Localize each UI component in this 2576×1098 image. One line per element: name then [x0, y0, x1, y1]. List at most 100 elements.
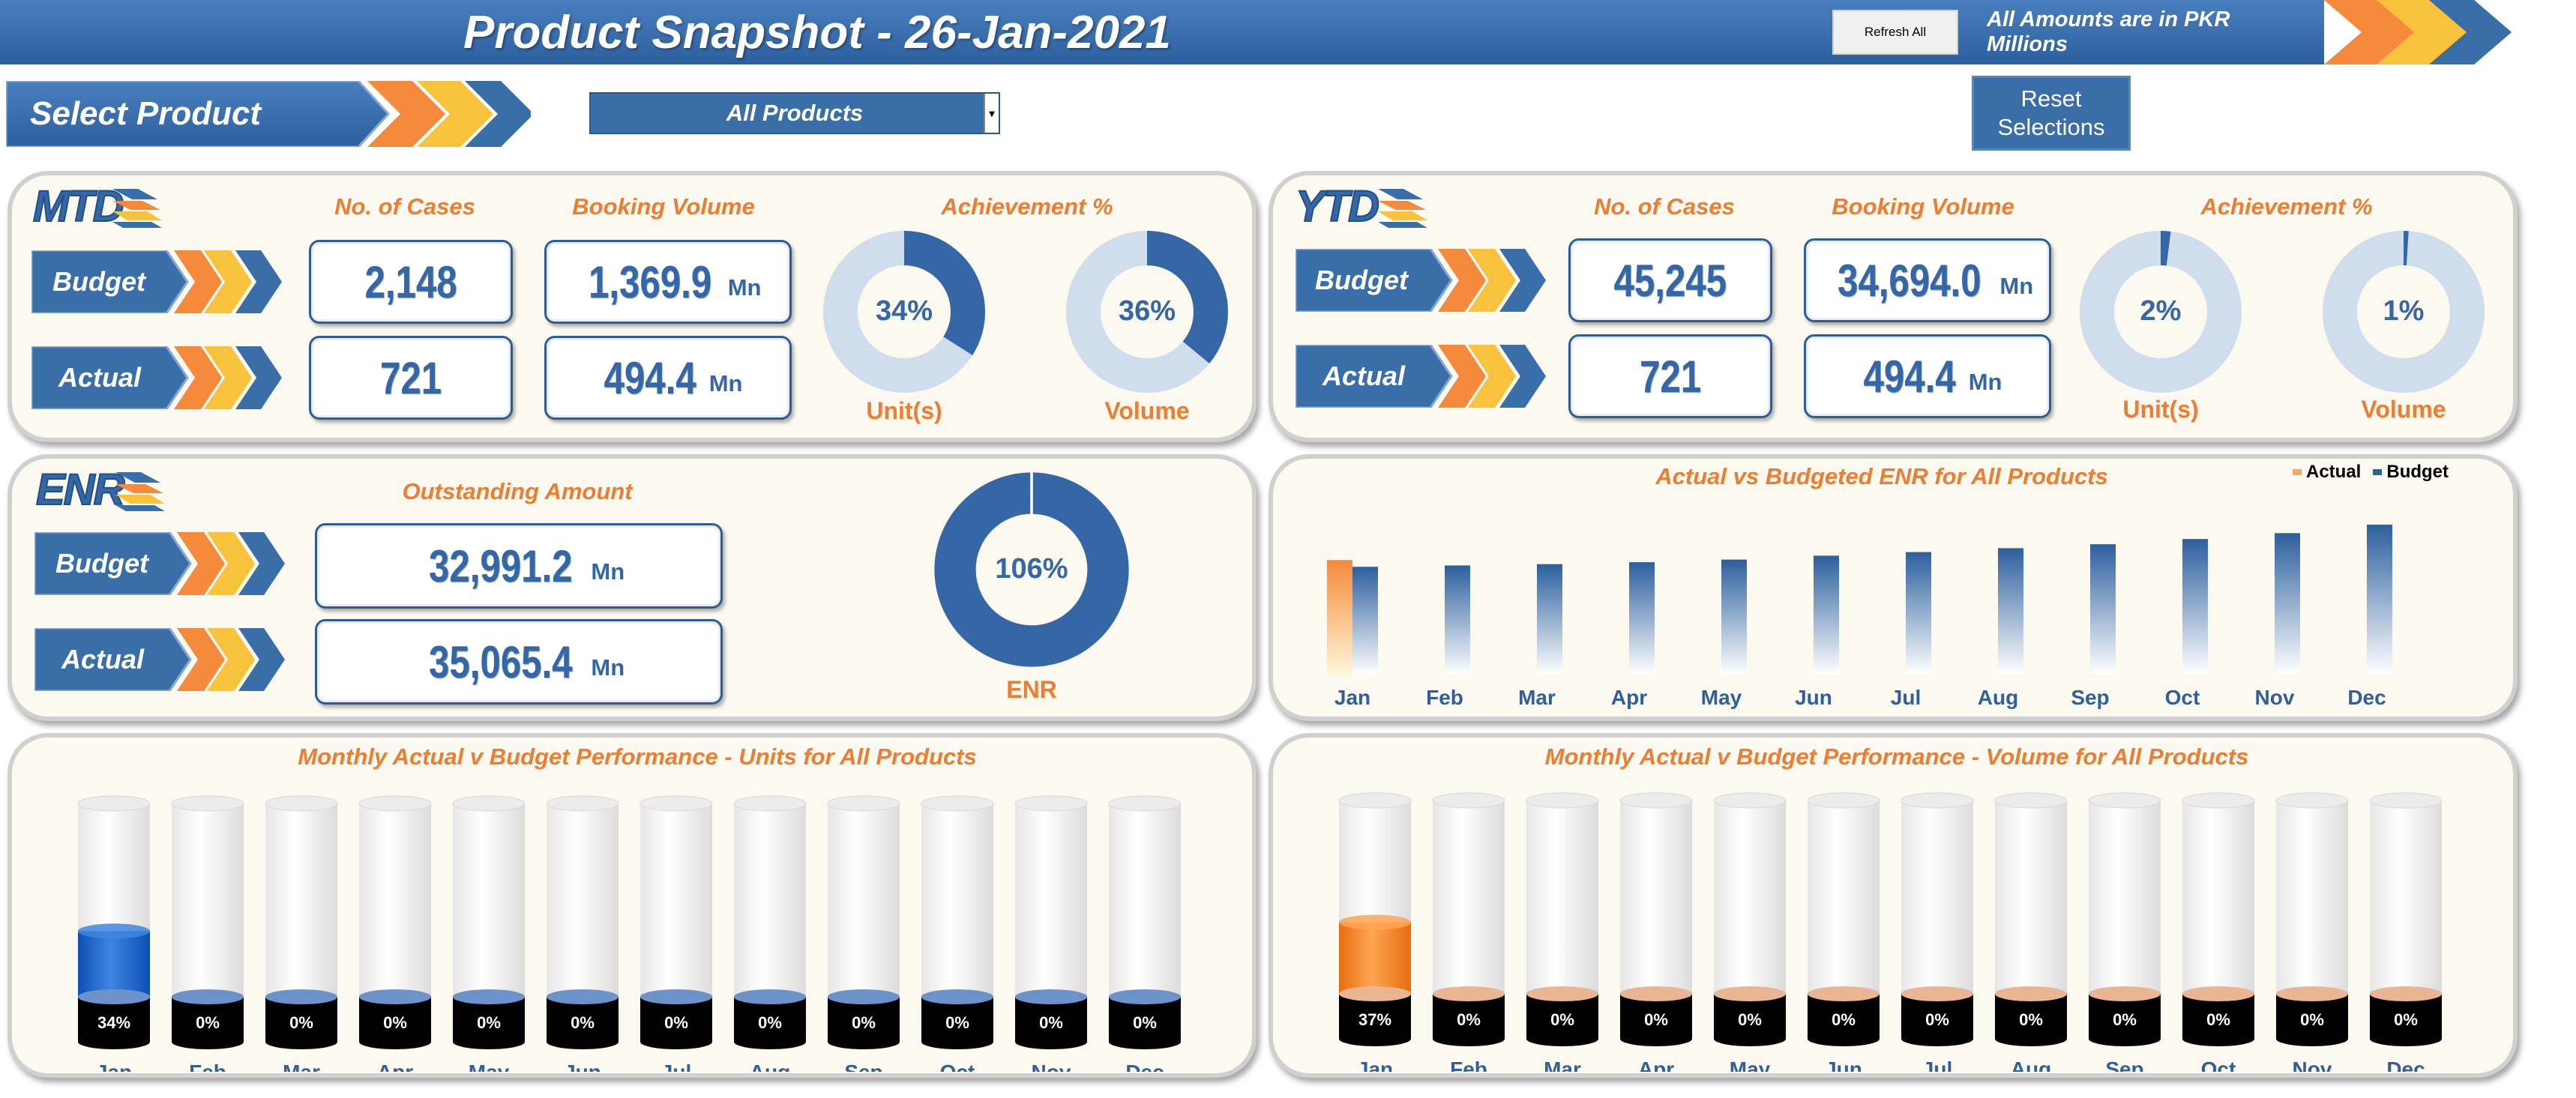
enr-donut-label: ENR: [1006, 676, 1057, 703]
mtd-budget-volume-unit: Mn: [727, 274, 762, 301]
enr-outstanding-header: Outstanding Amount: [402, 478, 633, 504]
cylinder-pct-label: 0%: [1133, 1013, 1157, 1032]
refresh-all-button[interactable]: Refresh All: [1832, 10, 1958, 55]
cylinder-top: [921, 795, 994, 812]
mtd-cases-header: No. of Cases: [334, 193, 475, 220]
cylinder-fill: [1339, 922, 1411, 994]
cylinder-month-label: May: [469, 1061, 510, 1072]
cylinder-pct-label: 0%: [2019, 1010, 2043, 1029]
enr-month-label: Jul: [1891, 686, 1921, 709]
mtd-logo: MTD: [32, 181, 125, 232]
cylinder-month-label: Apr: [1638, 1058, 1674, 1072]
legend-budget-label: Budget: [2386, 462, 2449, 482]
enr-month-label: Dec: [2347, 686, 2386, 709]
cylinder-tube: [172, 803, 244, 997]
enr-budget-bar: [1445, 565, 1470, 675]
enr-budget-bar: [1814, 555, 1839, 675]
product-dropdown-value: All Products: [726, 100, 864, 126]
cylinder-base-bottom: [1433, 1031, 1505, 1046]
cylinder-base-bottom: [734, 1034, 806, 1049]
cylinder-top: [1901, 792, 1974, 809]
cylinder-base-top: [1526, 986, 1598, 1001]
cylinder-month-label: Oct: [940, 1061, 975, 1072]
enr-budget-label: Budget: [55, 548, 148, 579]
enr-budget-bar: [1906, 552, 1931, 675]
cylinder-pct-label: 0%: [945, 1013, 969, 1032]
cylinder-fill-top: [78, 923, 150, 939]
enr-actual-arrow: [34, 628, 285, 691]
cylinder-top: [1713, 792, 1787, 809]
enr-budget-bar: [2275, 533, 2300, 675]
ytd-volume-donut-label: Volume: [2361, 396, 2446, 423]
ytd-budget-label: Budget: [1315, 265, 1408, 295]
cylinder-month-label: Aug: [2011, 1058, 2051, 1072]
cylinder-pct-label: 0%: [1457, 1010, 1481, 1029]
mtd-actual-cases-box: 721: [309, 336, 513, 420]
product-dropdown[interactable]: All Products ▾: [589, 92, 1000, 134]
cylinder-pct-label: 0%: [571, 1013, 595, 1032]
cylinder-base-top: [2370, 986, 2442, 1001]
ytd-actual-volume: 494.4: [1863, 351, 1956, 402]
cylinder-tube: [1901, 800, 1973, 994]
cylinder-base-bottom: [640, 1034, 712, 1049]
cylinder-top: [265, 795, 338, 812]
enr-actual-amount: 35,065.4: [428, 636, 573, 687]
cylinder-month-label: Mar: [283, 1061, 320, 1072]
cylinder-pct-label: 0%: [1550, 1010, 1574, 1029]
enr-budget-bar: [2090, 544, 2116, 675]
cylinder-pct-label: 0%: [477, 1013, 501, 1032]
mtd-volume-donut-label: Volume: [1104, 397, 1190, 424]
ytd-budget-volume-unit: Mn: [1999, 273, 2034, 299]
reset-selections-button[interactable]: Reset Selections: [1972, 76, 2131, 151]
cylinder-base-bottom: [2276, 1031, 2348, 1046]
cylinder-pct-label: 0%: [664, 1013, 688, 1032]
cylinder-top: [2088, 792, 2161, 809]
legend-budget: Budget: [2373, 462, 2449, 483]
mtd-logo-stripes-icon: [112, 189, 162, 228]
cylinder-base-bottom: [1808, 1031, 1880, 1046]
select-product-label: Select Product: [30, 95, 262, 132]
cylinder-tube: [640, 803, 712, 997]
cylinder-month-label: Nov: [2293, 1058, 2332, 1072]
donut-fill: [1066, 231, 1228, 393]
select-product-arrow: [6, 81, 531, 147]
ytd-units-donut: [2080, 231, 2242, 393]
cylinder-top: [1619, 792, 1693, 809]
cylinder-tube: [547, 803, 619, 997]
chevron-down-icon[interactable]: ▾: [984, 94, 999, 133]
cylinder-base-top: [1433, 986, 1505, 1001]
cylinder-base-bottom: [265, 1034, 337, 1049]
cylinder-base-bottom: [2370, 1031, 2442, 1046]
enr-budget-bar: [1629, 562, 1655, 675]
ytd-logo-stripes-icon: [1378, 189, 1427, 228]
cylinder-base-bottom: [1901, 1031, 1973, 1046]
cylinder-top: [1526, 792, 1599, 809]
cylinder-month-label: Sep: [844, 1061, 882, 1072]
cylinder-tube: [2182, 800, 2254, 994]
ytd-budget-cases-box: 45,245: [1568, 238, 1772, 322]
mtd-actual-volume-box: 494.4 Mn: [544, 336, 792, 420]
cylinder-base-top: [453, 989, 525, 1004]
cylinder-base-bottom: [921, 1034, 993, 1049]
ytd-actual-volume-unit: Mn: [1968, 369, 2002, 395]
cylinder-tube: [2276, 800, 2348, 994]
cylinder-base-bottom: [1015, 1034, 1087, 1049]
cylinder-base-top: [828, 989, 900, 1004]
enr-budget-bar: [1352, 567, 1378, 675]
ytd-units-donut-label: Unit(s): [2122, 396, 2199, 423]
cylinder-top: [2182, 792, 2255, 809]
cylinder-base-bottom: [547, 1034, 619, 1049]
cylinder-base-bottom: [1620, 1031, 1692, 1046]
cylinder-top: [640, 795, 713, 812]
mtd-actual-label: Actual: [58, 362, 142, 393]
cylinder-base-top: [2276, 986, 2348, 1001]
cylinder-tube: [1433, 800, 1505, 994]
cylinder-top: [1807, 792, 1880, 809]
cylinder-tube: [1808, 800, 1880, 994]
cylinder-month-label: Dec: [2386, 1058, 2425, 1072]
cylinder-pct-label: 0%: [1925, 1010, 1949, 1029]
cylinder-top: [546, 795, 619, 812]
cylinder-base-top: [1620, 986, 1692, 1001]
reset-label-line1: Reset: [2020, 85, 2082, 112]
enr-month-label: Jan: [1334, 686, 1370, 709]
